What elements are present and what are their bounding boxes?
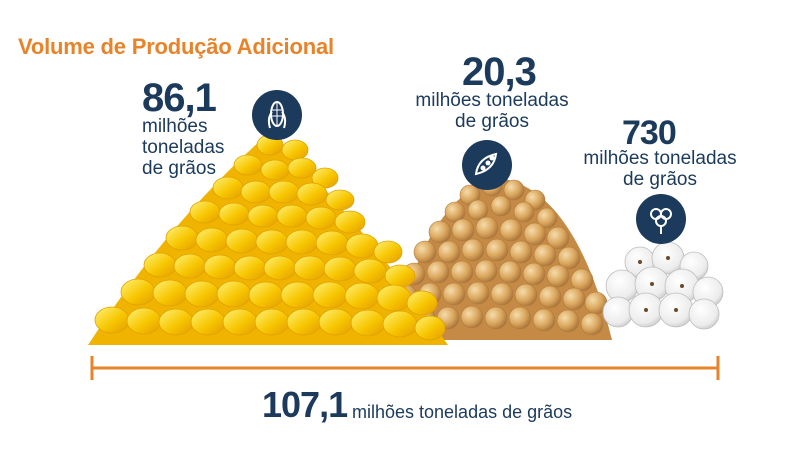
cotton-value: 730 bbox=[622, 114, 677, 152]
soy-unit: milhões toneladas de grãos bbox=[415, 90, 569, 132]
soybean-pod-icon bbox=[462, 140, 512, 190]
cotton-unit: milhões toneladas de grãos bbox=[583, 148, 737, 190]
corn-value: 86,1 bbox=[142, 76, 217, 120]
corn-unit: milhões toneladas de grãos bbox=[142, 116, 225, 179]
soy-value: 20,3 bbox=[462, 50, 537, 94]
corn-pile bbox=[88, 132, 448, 345]
total-unit: milhões toneladas de grãos bbox=[352, 402, 573, 422]
page-title: Volume de Produção Adicional bbox=[18, 34, 334, 59]
total-value: 107,1 bbox=[262, 384, 348, 425]
cotton-pile bbox=[602, 241, 724, 330]
cotton-icon bbox=[636, 194, 686, 244]
corn-icon bbox=[252, 90, 302, 140]
total-range-line bbox=[90, 356, 720, 380]
